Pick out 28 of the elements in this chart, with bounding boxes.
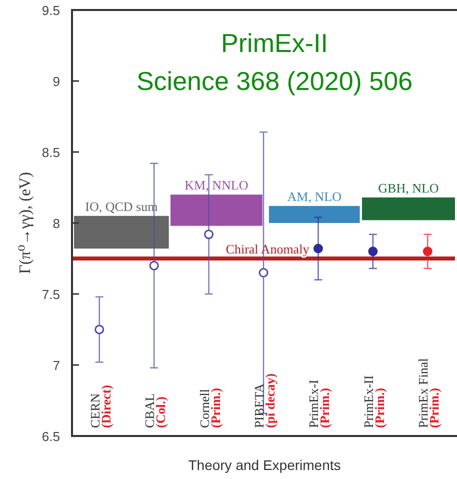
point bbox=[258, 268, 268, 278]
text: PrimEx-II bbox=[221, 28, 328, 58]
x-tick-label: PIBETA (pi decay) bbox=[252, 373, 278, 428]
y-axis-title: Γ(π⁰→γγ), (eV) bbox=[17, 172, 34, 274]
y-tick-label: 7.5 bbox=[42, 287, 60, 302]
y-tick-label: 6.5 bbox=[42, 429, 60, 444]
point bbox=[204, 230, 214, 240]
y-tick-label: 9 bbox=[52, 74, 60, 89]
band-label: KM, NNLO bbox=[184, 178, 248, 193]
y-tick-label: 7 bbox=[52, 358, 60, 373]
point bbox=[422, 246, 432, 256]
x-tick-label: CERN (Direct) bbox=[87, 384, 114, 428]
x-tick-label: Cornell (Prim.) bbox=[196, 388, 223, 428]
x-tick-label: PrimEx-II (Prim.) bbox=[360, 375, 387, 428]
point bbox=[368, 246, 378, 256]
point bbox=[149, 260, 159, 270]
y-tick-label: 8.5 bbox=[42, 145, 60, 160]
y-tick-label: 9.5 bbox=[42, 3, 60, 18]
band-label: AM, NLO bbox=[287, 188, 342, 204]
point bbox=[313, 244, 323, 254]
x-tick-label: PrimEx-I (Prim.) bbox=[306, 380, 332, 428]
text: Science 368 (2020) 506 bbox=[136, 66, 413, 96]
point bbox=[94, 324, 104, 334]
x-tick-label: CBAL (Col.) bbox=[142, 393, 168, 428]
x-tick-label: PrimEx Final (Prim.) bbox=[416, 358, 442, 428]
x-axis-title: Theory and Experiments bbox=[188, 457, 341, 473]
y-tick-label: 8 bbox=[52, 216, 60, 231]
band-label: GBH, NLO bbox=[378, 180, 439, 196]
